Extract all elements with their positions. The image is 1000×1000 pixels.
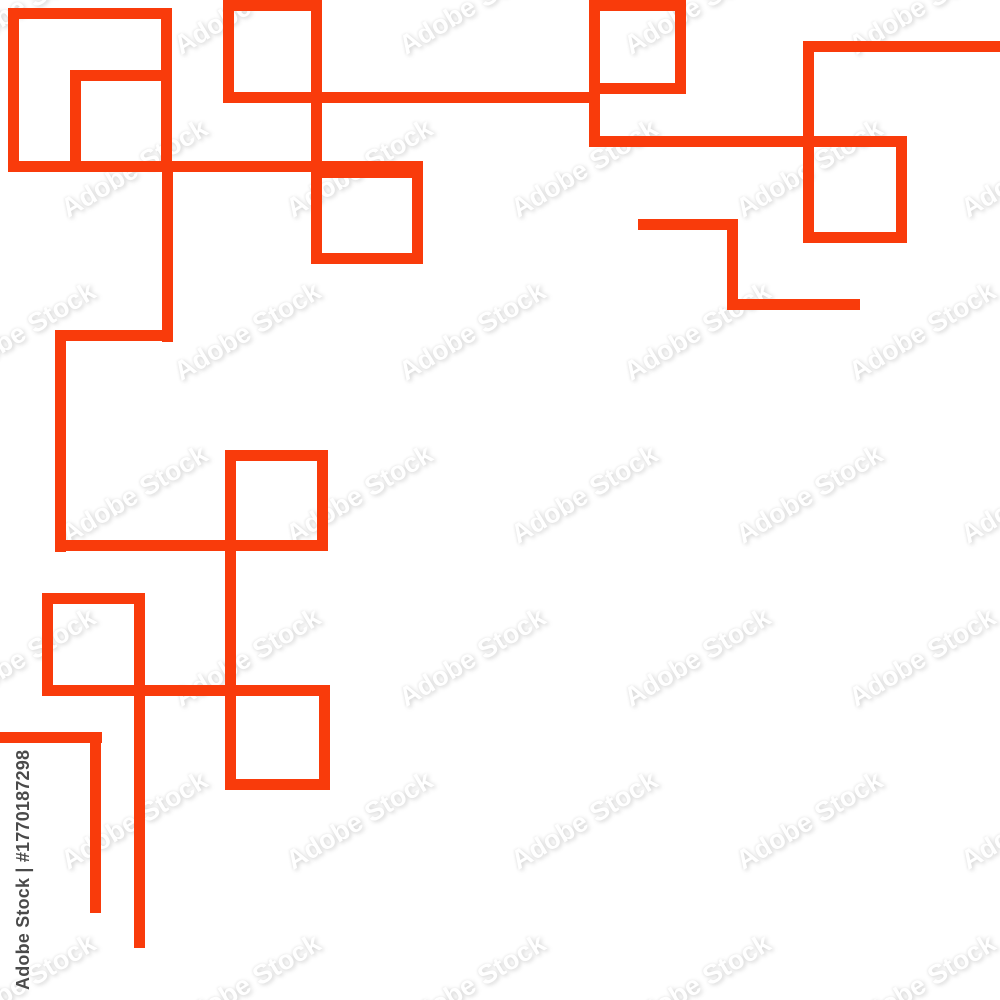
watermark-tile: Adobe Stock: [618, 927, 776, 1000]
pattern-line-v-right-riser: [803, 41, 814, 243]
watermark-tile: Adobe Stock: [393, 601, 551, 713]
watermark-tile: Adobe Stock: [955, 113, 1000, 224]
pattern-line-v-center-drop: [225, 551, 236, 697]
watermark-tile: Adobe Stock: [618, 601, 776, 713]
pattern-square-center-left: [225, 450, 328, 551]
pattern-line-v-bottom-left: [90, 743, 101, 913]
pattern-line-h-long-left: [8, 161, 423, 172]
watermark-tile: Adobe Stock: [168, 927, 326, 1000]
pattern-line-v-mid-left: [55, 330, 66, 552]
pattern-square-bottom-middle: [225, 685, 330, 790]
pattern-square-right: [803, 136, 907, 243]
watermark-tile: Adobe Stock: [393, 275, 551, 387]
pattern-line-v-from-tl-square: [162, 172, 173, 342]
watermark-tile: Adobe Stock: [505, 112, 663, 224]
watermark-tile: Adobe Stock: [168, 275, 326, 387]
pattern-line-h-mid-left: [55, 330, 173, 341]
pattern-square-top-middle: [223, 0, 322, 103]
pattern-line-zigzag-v: [727, 219, 738, 310]
pattern-square-top-left-inner: [70, 70, 172, 172]
pattern-line-v-top-middle-stem: [311, 95, 322, 175]
watermark-tile: Adobe Stock: [393, 0, 551, 61]
pattern-line-v-bottom-long: [134, 696, 145, 948]
pattern-line-zigzag-h2: [727, 299, 860, 310]
pattern-square-middle: [311, 167, 423, 264]
pattern-line-h-center: [55, 540, 328, 551]
watermark-tile: Adobe Stock: [618, 275, 776, 387]
watermark-tile: Adobe Stock: [843, 601, 1000, 713]
watermark-tile: Adobe Stock: [843, 275, 1000, 387]
watermark-tile: Adobe Stock: [505, 764, 663, 876]
watermark-tile: Adobe Stock: [955, 765, 1000, 876]
attribution-label: Adobe Stock | #1770187298: [13, 749, 33, 990]
watermark-tile: Adobe Stock: [843, 0, 1000, 61]
pattern-line-h-bottom: [42, 685, 330, 696]
watermark-tile: Adobe Stock: [393, 927, 551, 1000]
pattern-square-bottom-left: [42, 593, 145, 696]
pattern-line-h-top-right-edge: [803, 41, 1000, 52]
pattern-line-h-to-right-square: [589, 136, 814, 147]
watermark-tile: Adobe Stock: [55, 438, 213, 550]
watermark-tile: Adobe Stock: [505, 438, 663, 550]
pattern-line-zigzag-h1: [638, 219, 738, 230]
pattern-line-h-bottom-left-edge: [0, 732, 102, 743]
watermark-tile: Adobe Stock: [730, 764, 888, 876]
pattern-square-top-right: [589, 0, 686, 94]
watermark-tile: Adobe Stock: [955, 439, 1000, 550]
pattern-line-v-below-top-right: [589, 93, 600, 147]
watermark-tile: Adobe Stock: [843, 927, 1000, 1000]
pattern-line-h-topmid-to-topright: [322, 92, 589, 103]
watermark-tile: Adobe Stock: [730, 438, 888, 550]
